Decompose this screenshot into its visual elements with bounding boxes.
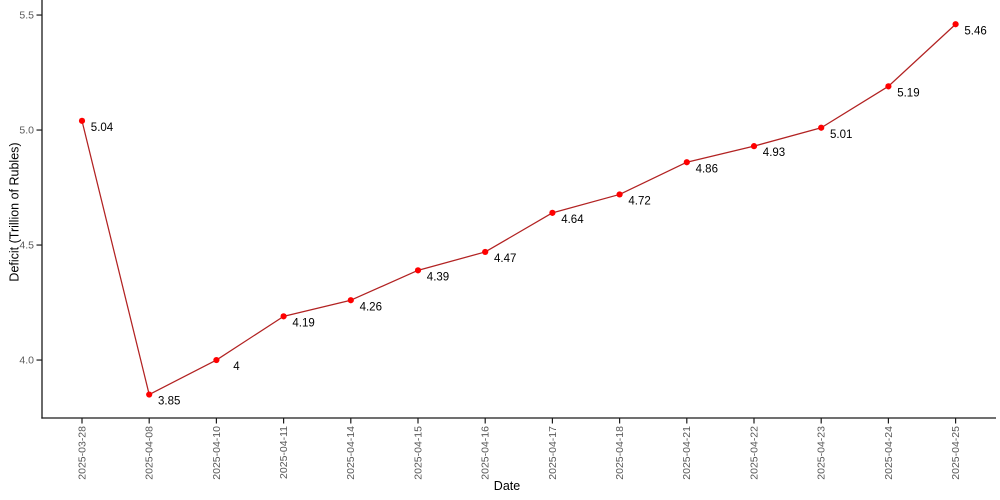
data-point-label: 5.04 [91,122,114,134]
x-tick-label: 2025-04-25 [950,426,962,480]
x-tick-label: 2025-04-15 [412,426,424,480]
data-point [549,209,556,216]
x-tick-label: 2025-04-16 [480,426,492,480]
data-point-label: 4.64 [561,214,584,226]
x-tick-label: 2025-04-24 [883,426,895,480]
data-point-label: 5.01 [830,129,852,141]
data-point-label: 4.47 [494,253,516,265]
x-tick-label: 2025-03-28 [76,426,88,480]
data-point-label: 4.72 [628,195,650,207]
data-point-label: 4 [233,361,240,373]
data-point [616,191,623,198]
series-line [81,23,957,396]
data-point [213,356,220,364]
x-tick-label: 2025-04-23 [816,426,828,480]
data-point [280,313,287,320]
y-tick-label: 5.0 [19,125,34,137]
data-point-label: 3.85 [158,396,180,408]
data-point [482,248,489,256]
data-point [750,143,758,150]
data-point [683,159,690,166]
x-tick-label: 2025-04-22 [748,426,760,480]
y-tick-label: 4.0 [19,355,34,367]
x-axis-title: Date [494,479,520,493]
data-point-label: 4.39 [427,271,449,283]
data-point [146,391,153,398]
x-tick-label: 2025-04-18 [614,426,626,480]
data-point [885,83,892,90]
data-point-label: 5.46 [964,25,986,37]
data-point [414,267,422,274]
y-axis-title: Deficit (Trillion of Rubles) [7,142,21,281]
x-tick-label: 2025-04-21 [681,426,693,480]
data-point [347,297,354,304]
data-point-label: 5.19 [897,87,919,99]
data-point-label: 4.26 [360,301,382,313]
x-tick-label: 2025-04-14 [345,426,357,480]
x-tick-label: 2025-04-17 [547,426,559,480]
x-tick-label: 2025-04-10 [211,426,223,480]
data-point [952,21,959,28]
data-point [818,124,825,131]
x-tick-label: 2025-04-11 [278,426,290,479]
x-tick-label: 2025-04-08 [144,426,156,480]
data-point-label: 4.93 [763,147,785,159]
data-point-label: 4.19 [292,317,314,329]
data-point [78,117,86,124]
chart-generated-layer: 5.04 3.85 4 4.19 4.26 4.39 4.47 4.64 4.72 4.86 4.9… [19,0,996,480]
y-tick-label: 4.5 [19,240,34,252]
data-point-label: 4.86 [696,163,718,175]
y-tick-label: 5.5 [19,10,34,22]
